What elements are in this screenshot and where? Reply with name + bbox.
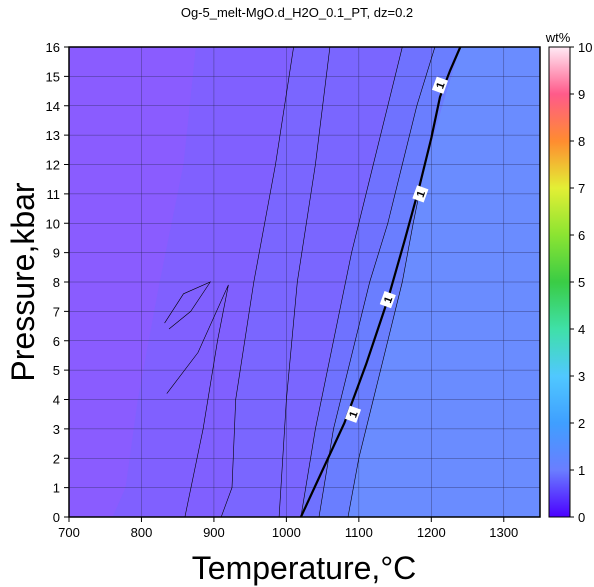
x-tick-label-3: 1000	[272, 525, 301, 540]
y-tick-label-9: 9	[53, 246, 60, 261]
colorbar-tick-label-5: 5	[578, 275, 585, 290]
colorbar-tick-label-10: 10	[578, 40, 592, 55]
y-tick-label-1: 1	[53, 481, 60, 496]
colorbar-tick-label-8: 8	[578, 134, 585, 149]
y-tick-label-7: 7	[53, 304, 60, 319]
contour-labels: 1 1 1 1	[344, 76, 449, 423]
y-tick-label-14: 14	[46, 99, 60, 114]
colorbar-tick-label-6: 6	[578, 228, 585, 243]
contour-label-text: 1	[415, 189, 428, 199]
y-tick-label-12: 12	[46, 158, 60, 173]
x-tick-label-0: 700	[58, 525, 80, 540]
contour-label-box	[344, 405, 362, 423]
colorbar-tick-label-7: 7	[578, 181, 585, 196]
contour-line-4	[220, 47, 294, 517]
colorbar-tick-label-2: 2	[578, 416, 585, 431]
contour-label-box	[412, 185, 429, 203]
chart-title: Og-5_melt-MgO.d_H2O_0.1_PT, dz=0.2	[181, 5, 413, 20]
colorbar-ticks: 0 1 2 3 4 5 6 7 8 9 10	[570, 40, 592, 525]
y-tick-label-13: 13	[46, 128, 60, 143]
y-tick-label-5: 5	[53, 363, 60, 378]
contour-label-0-3: 1	[431, 76, 449, 94]
y-tick-label-15: 15	[46, 69, 60, 84]
contour-line-7	[278, 47, 331, 517]
x-tick-label-6: 1300	[489, 525, 518, 540]
colorbar-tick-label-0: 0	[578, 510, 585, 525]
x-axis-title: Temperature,°C	[192, 550, 416, 586]
contour-line-1	[318, 47, 436, 517]
contour-label-box	[431, 76, 449, 94]
contour-line-5	[166, 284, 229, 517]
contour-label-text: 1	[382, 295, 395, 305]
y-tick-label-10: 10	[46, 216, 60, 231]
x-tick-label-1: 800	[131, 525, 153, 540]
contour-line-3	[347, 187, 421, 517]
contour-line-2	[300, 47, 403, 517]
y-tick-label-6: 6	[53, 334, 60, 349]
contour-label-box	[379, 290, 396, 309]
contour-label-text: 1	[434, 81, 447, 91]
contour-label-0-0: 1	[344, 405, 362, 423]
colorbar-label: wt%	[545, 30, 571, 45]
y-tick-label-16: 16	[46, 40, 60, 55]
contour-label-text: 1	[347, 410, 360, 420]
contour-label-0-1: 1	[379, 290, 396, 309]
y-tick-label-4: 4	[53, 393, 60, 408]
y-axis-title: Pressure,kbar	[5, 182, 41, 382]
y-tick-label-11: 11	[47, 187, 61, 202]
y-tick-label-3: 3	[53, 422, 60, 437]
colorbar-tick-label-9: 9	[578, 87, 585, 102]
x-tick-label-2: 900	[203, 525, 225, 540]
x-axis-ticks: 700 800 900 1000 1100 1200 1300	[58, 517, 518, 540]
colorbar-tick-label-1: 1	[578, 463, 585, 478]
y-tick-label-2: 2	[53, 451, 60, 466]
colorbar	[548, 46, 571, 518]
x-tick-label-4: 1100	[345, 525, 373, 540]
x-tick-label-5: 1200	[417, 525, 446, 540]
colorbar-tick-label-3: 3	[578, 369, 585, 384]
contour-line-6	[164, 281, 212, 330]
y-tick-label-8: 8	[53, 275, 60, 290]
y-tick-label-0: 0	[53, 510, 60, 525]
contour-label-0-2: 1	[412, 185, 429, 203]
colorbar-tick-label-4: 4	[578, 322, 585, 337]
